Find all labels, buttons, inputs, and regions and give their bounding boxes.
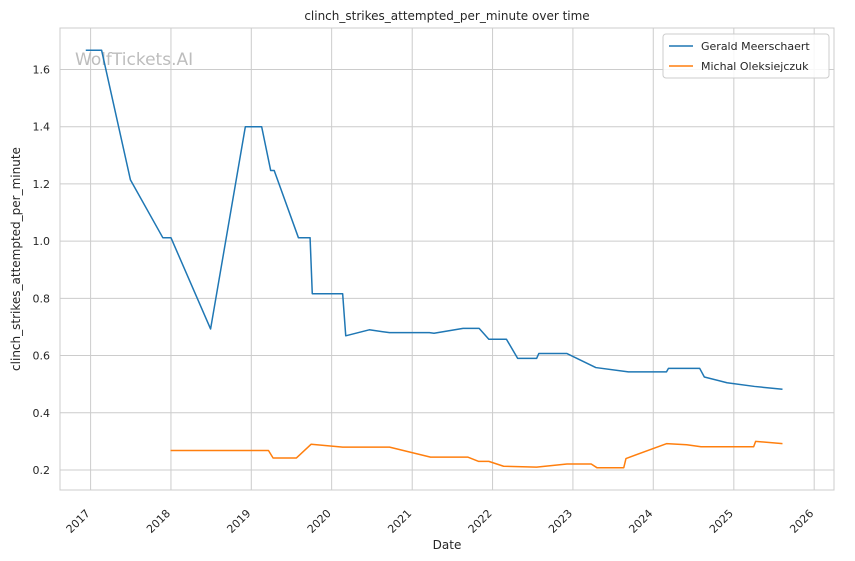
- y-tick-label: 1.2: [33, 178, 51, 191]
- legend-label-1: Michal Oleksiejczuk: [701, 60, 809, 73]
- y-axis-label: clinch_strikes_attempted_per_minute: [9, 147, 23, 371]
- series-line-0: [85, 49, 783, 391]
- grid-horizontal: [60, 68, 834, 471]
- y-tick-labels: 0.2 0.4 0.6 0.8 1.0 1.2 1.4 1.6: [33, 63, 51, 476]
- legend: Gerald Meerschaert Michal Oleksiejczuk: [662, 33, 830, 79]
- series-line-1: [170, 440, 783, 469]
- y-tick-label: 0.6: [33, 350, 51, 363]
- y-tick-label: 0.4: [33, 407, 51, 420]
- y-tick-label: 1.6: [33, 63, 51, 76]
- y-tick-label: 0.8: [33, 292, 51, 305]
- watermark-text: WolfTickets.AI: [75, 50, 193, 70]
- chart-title: clinch_strikes_attempted_per_minute over…: [304, 9, 589, 23]
- series-layer: [85, 49, 783, 469]
- plot-frame: [59, 27, 835, 491]
- y-tick-label: 1.0: [33, 235, 51, 248]
- legend-box: [662, 33, 830, 79]
- x-axis-label: Date: [433, 538, 462, 552]
- legend-label-0: Gerald Meerschaert: [701, 40, 810, 53]
- y-tick-label: 0.2: [33, 464, 51, 477]
- y-tick-label: 1.4: [33, 121, 51, 134]
